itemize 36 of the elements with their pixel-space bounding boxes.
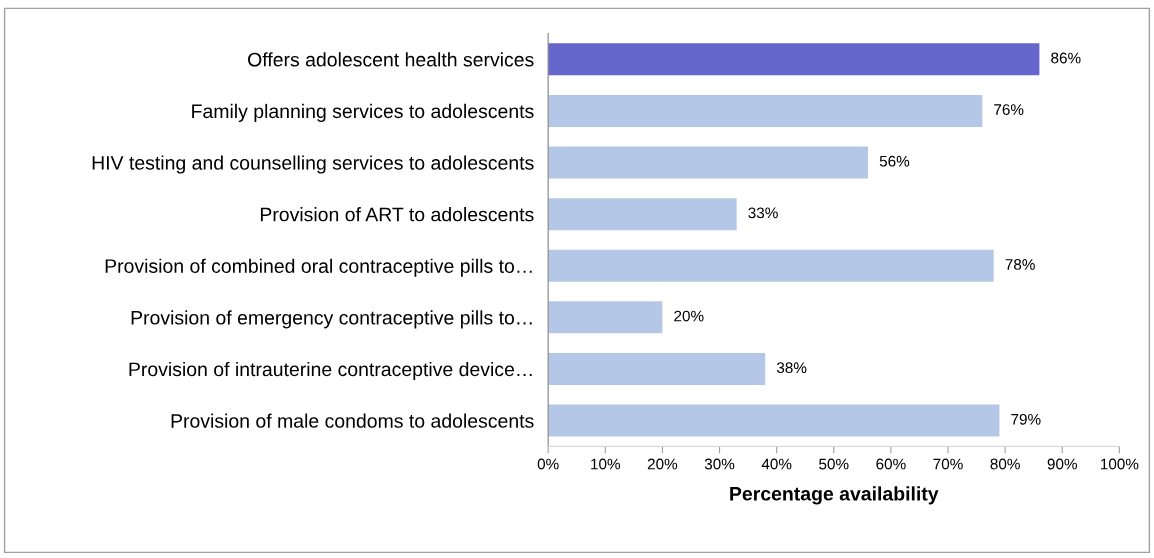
bar bbox=[548, 198, 737, 231]
y-tick-label: Provision of combined oral contraceptive pills to… bbox=[105, 258, 532, 277]
x-tick-label: 40% bbox=[761, 458, 792, 470]
data-label: 79% bbox=[1011, 413, 1041, 425]
y-tick-label: Provision of emergency contraceptive pills to… bbox=[131, 310, 532, 329]
x-tick-label: 30% bbox=[704, 458, 735, 470]
x-tick-label: 0% bbox=[537, 458, 559, 470]
y-tick-label: Offers adolescent health services bbox=[248, 52, 534, 67]
data-label: 38% bbox=[776, 362, 807, 374]
data-label: 20% bbox=[674, 310, 704, 322]
y-tick-label: Provision of ART to adolescents bbox=[260, 207, 534, 222]
x-tick-label: 10% bbox=[591, 458, 621, 470]
y-tick-label: Provision of intrauterine contraceptive device… bbox=[129, 361, 532, 381]
data-label: 56% bbox=[879, 155, 910, 167]
bar bbox=[548, 94, 983, 127]
bar bbox=[548, 301, 663, 334]
bar bbox=[548, 352, 766, 385]
y-tick-label: Provision of male condoms to adolescents bbox=[171, 413, 534, 428]
data-label: 33% bbox=[748, 207, 778, 219]
x-tick-label: 50% bbox=[819, 458, 849, 470]
y-tick-label: HIV testing and counselling services to adolescents bbox=[92, 155, 534, 174]
data-label: 86% bbox=[1051, 52, 1081, 64]
x-tick-label: 80% bbox=[990, 458, 1020, 470]
bar bbox=[548, 43, 1040, 76]
x-tick-label: 20% bbox=[647, 458, 678, 470]
data-label: 78% bbox=[1005, 259, 1035, 270]
data-label: 76% bbox=[994, 104, 1024, 115]
bar bbox=[548, 404, 1000, 437]
y-tick-label: Family planning services to adolescents bbox=[192, 103, 534, 122]
x-tick-label: 70% bbox=[933, 458, 963, 470]
x-tick-label: 60% bbox=[876, 458, 906, 470]
x-tick-label: 100% bbox=[1101, 458, 1139, 470]
bar bbox=[548, 249, 994, 282]
x-tick-label: 90% bbox=[1047, 458, 1077, 470]
x-axis-title: Percentage availability bbox=[730, 486, 939, 505]
bar bbox=[548, 146, 869, 179]
